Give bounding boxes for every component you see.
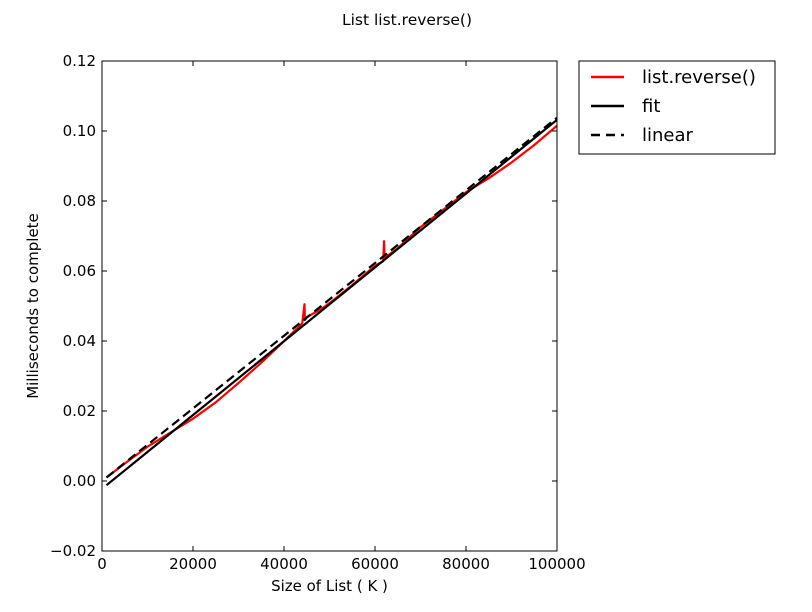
series-line-fit [105,118,558,487]
legend-label: linear [642,125,694,146]
y-tick-label: 0.12 [63,52,96,70]
legend-label: fit [642,96,660,117]
y-axis-label: Milliseconds to complete [24,213,42,399]
x-tick-label: 100000 [528,555,585,573]
x-tick-label: 40000 [260,555,308,573]
x-tick-label: 80000 [442,555,490,573]
tick-layer: 0 20000 40000 60000 80000 100000 −0.02 0.00 0.02… [50,52,586,573]
chart-title: List list.reverse() [342,11,472,29]
series-line-list-reverse [105,124,558,479]
y-tick-label: 0.04 [63,332,96,350]
y-tick-label: 0.00 [63,472,96,490]
legend: list.reverse() fit linear [578,60,776,155]
x-tick-label: 60000 [351,555,399,573]
plot-layer [105,116,558,487]
plot-area [101,60,558,552]
series-line-linear [105,116,558,479]
y-tick-label: −0.02 [50,542,96,560]
legend-label: list.reverse() [642,67,756,88]
x-axis-label: Size of List ( K ) [271,577,388,595]
y-tick-label: 0.06 [63,262,96,280]
y-tick-label: 0.08 [63,192,96,210]
y-tick-label: 0.02 [63,402,96,420]
y-tick-label: 0.10 [63,122,96,140]
x-tick-label: 0 [97,555,107,573]
x-tick-label: 20000 [169,555,217,573]
